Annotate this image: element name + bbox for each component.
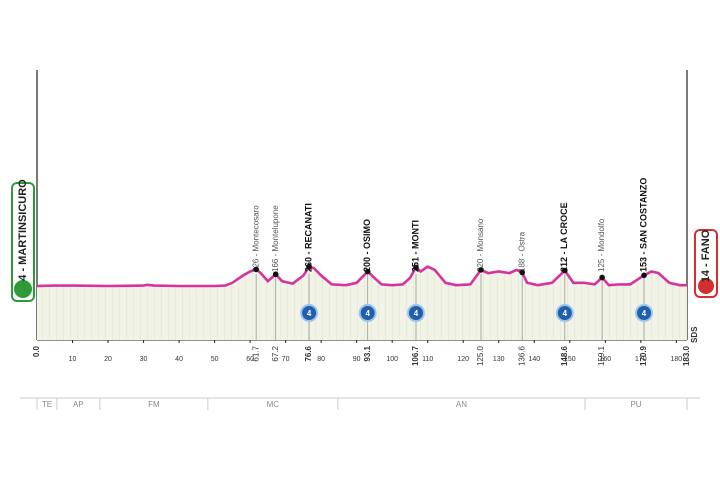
province-label: TE bbox=[42, 400, 52, 409]
x-tick-label: 70 bbox=[282, 356, 290, 363]
point-label: 125 - Mondolfo bbox=[597, 218, 606, 272]
start-icon bbox=[14, 280, 32, 298]
kom-category: 4 bbox=[642, 309, 647, 318]
x-tick-label: 100 bbox=[386, 356, 398, 363]
x-tick-label: 90 bbox=[353, 356, 361, 363]
kom-icon bbox=[300, 304, 319, 322]
km-label: 67.2 bbox=[271, 345, 280, 361]
point-dot bbox=[272, 271, 279, 278]
x-tick-label: 150 bbox=[564, 356, 576, 363]
kom-icon bbox=[358, 304, 377, 322]
finish-label: 14 - FANO bbox=[700, 229, 712, 282]
kom-icon bbox=[406, 304, 425, 322]
point-dot bbox=[413, 264, 419, 271]
finish-icon bbox=[698, 278, 714, 294]
province-label: AP bbox=[73, 400, 84, 409]
province-label: MC bbox=[267, 400, 280, 409]
x-tick-label: 80 bbox=[317, 356, 325, 363]
x-tick-label: 120 bbox=[457, 356, 469, 363]
x-tick-label: 170 bbox=[635, 356, 647, 363]
x-tick-label: 30 bbox=[140, 356, 148, 363]
start-label: 4 - MARTINSICURO bbox=[17, 179, 29, 281]
kom-icon bbox=[635, 304, 654, 322]
x-tick-label: 180 bbox=[671, 356, 683, 363]
x-tick-label: 40 bbox=[175, 356, 183, 363]
sds-label: SDS bbox=[690, 326, 699, 343]
point-dot bbox=[253, 266, 259, 273]
kom-icon bbox=[555, 304, 574, 322]
point-label: 188 - Ostra bbox=[517, 231, 526, 272]
x-tick-label: 130 bbox=[493, 356, 505, 363]
point-dot bbox=[562, 267, 568, 274]
profile-fill bbox=[37, 266, 687, 340]
x-tick-label: 60 bbox=[246, 356, 254, 363]
start-badge bbox=[11, 182, 35, 302]
x-tick-label: 20 bbox=[104, 356, 112, 363]
x-tick-label: 50 bbox=[211, 356, 219, 363]
kom-category: 4 bbox=[365, 309, 370, 318]
point-dot bbox=[364, 268, 371, 275]
x-tick-label: 10 bbox=[69, 356, 77, 363]
point-dot bbox=[478, 267, 484, 273]
point-dot bbox=[306, 263, 312, 270]
km-label: 136.6 bbox=[517, 345, 526, 366]
x-tick-label: 110 bbox=[422, 356, 433, 363]
point-label: 166 - Montelupone bbox=[271, 205, 280, 272]
km-label: 61.7 bbox=[251, 345, 260, 361]
km-label: 148.6 bbox=[560, 345, 569, 366]
province-label: PU bbox=[630, 400, 641, 409]
km-label: 125.0 bbox=[476, 345, 485, 366]
province-label: AN bbox=[456, 400, 467, 409]
km-label: 170.9 bbox=[639, 345, 648, 366]
km-label: 159.1 bbox=[597, 345, 606, 366]
kom-category: 4 bbox=[307, 309, 312, 318]
point-label: 220 - Monsano bbox=[476, 218, 485, 272]
kom-category: 4 bbox=[563, 309, 568, 318]
point-label: 200 - OSIMO bbox=[362, 219, 372, 272]
kom-category: 4 bbox=[414, 309, 419, 318]
point-label: 226 - Montecosaro bbox=[251, 205, 260, 272]
km-label: 0.0 bbox=[32, 345, 41, 357]
point-dot bbox=[641, 272, 647, 279]
point-label: 251 - MONTI bbox=[410, 220, 420, 272]
point-label: 153 - SAN COSTANZO bbox=[638, 178, 648, 272]
km-label: 93.1 bbox=[363, 345, 372, 361]
province-label: FM bbox=[148, 400, 160, 409]
profile-line bbox=[36, 265, 687, 288]
x-tick-label: 140 bbox=[528, 356, 540, 363]
km-label: 106.7 bbox=[411, 345, 420, 366]
km-label: 76.6 bbox=[304, 345, 313, 361]
point-label: 212 - LA CROCE bbox=[559, 202, 569, 272]
km-label: 183.0 bbox=[682, 345, 691, 366]
point-dot bbox=[599, 274, 605, 281]
x-tick-label: 160 bbox=[599, 356, 611, 363]
point-label: 260 - RECANATI bbox=[303, 203, 313, 272]
point-dot bbox=[519, 269, 525, 276]
